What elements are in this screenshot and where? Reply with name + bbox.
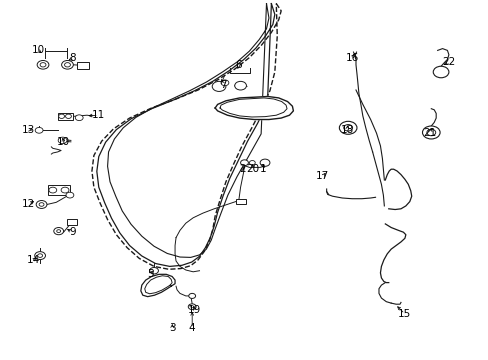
Bar xyxy=(66,219,77,225)
Text: 14: 14 xyxy=(26,255,40,265)
Circle shape xyxy=(54,228,63,235)
Text: 8: 8 xyxy=(69,53,76,63)
Circle shape xyxy=(66,192,74,198)
Bar xyxy=(77,62,89,69)
Text: 3: 3 xyxy=(168,323,175,333)
Circle shape xyxy=(36,201,47,208)
Text: 20: 20 xyxy=(246,164,259,174)
Circle shape xyxy=(75,115,83,121)
Circle shape xyxy=(240,160,248,166)
Text: 2: 2 xyxy=(239,164,245,174)
Circle shape xyxy=(426,129,435,136)
Text: 4: 4 xyxy=(188,323,195,333)
Circle shape xyxy=(422,126,439,139)
Circle shape xyxy=(49,187,57,193)
Text: 11: 11 xyxy=(92,110,105,120)
Circle shape xyxy=(59,114,64,118)
Text: 7: 7 xyxy=(220,80,226,90)
Text: 21: 21 xyxy=(423,128,436,138)
Text: 19: 19 xyxy=(187,305,201,315)
Circle shape xyxy=(343,125,352,131)
Text: 18: 18 xyxy=(340,125,353,135)
Circle shape xyxy=(221,80,228,86)
Circle shape xyxy=(40,63,46,67)
Circle shape xyxy=(38,254,42,257)
Text: 1: 1 xyxy=(259,164,266,174)
Circle shape xyxy=(61,60,73,69)
Bar xyxy=(58,113,73,120)
Polygon shape xyxy=(141,274,175,297)
Text: 10: 10 xyxy=(32,45,44,55)
Circle shape xyxy=(35,127,43,133)
Text: 9: 9 xyxy=(69,227,76,237)
Text: 16: 16 xyxy=(345,53,358,63)
Circle shape xyxy=(37,60,49,69)
Polygon shape xyxy=(215,96,293,120)
Text: 15: 15 xyxy=(397,309,411,319)
Circle shape xyxy=(188,304,196,310)
Bar xyxy=(48,185,70,195)
Circle shape xyxy=(234,81,246,90)
Text: 5: 5 xyxy=(147,269,154,279)
Text: 13: 13 xyxy=(21,125,35,135)
Polygon shape xyxy=(220,98,286,117)
Circle shape xyxy=(249,161,255,165)
Text: 6: 6 xyxy=(235,60,242,70)
Circle shape xyxy=(260,159,269,166)
Circle shape xyxy=(65,114,71,118)
Circle shape xyxy=(61,187,69,193)
Circle shape xyxy=(190,306,193,308)
Circle shape xyxy=(149,267,158,274)
Bar xyxy=(235,199,246,204)
Circle shape xyxy=(212,81,225,91)
Circle shape xyxy=(35,252,45,260)
Text: 22: 22 xyxy=(441,57,455,67)
Text: 17: 17 xyxy=(315,171,329,181)
Circle shape xyxy=(39,203,44,206)
Circle shape xyxy=(57,230,61,233)
Circle shape xyxy=(64,63,70,67)
Text: 10: 10 xyxy=(57,137,70,147)
Circle shape xyxy=(58,137,67,144)
Text: 12: 12 xyxy=(21,199,35,210)
Circle shape xyxy=(339,121,356,134)
Circle shape xyxy=(188,293,195,298)
Circle shape xyxy=(432,66,448,78)
